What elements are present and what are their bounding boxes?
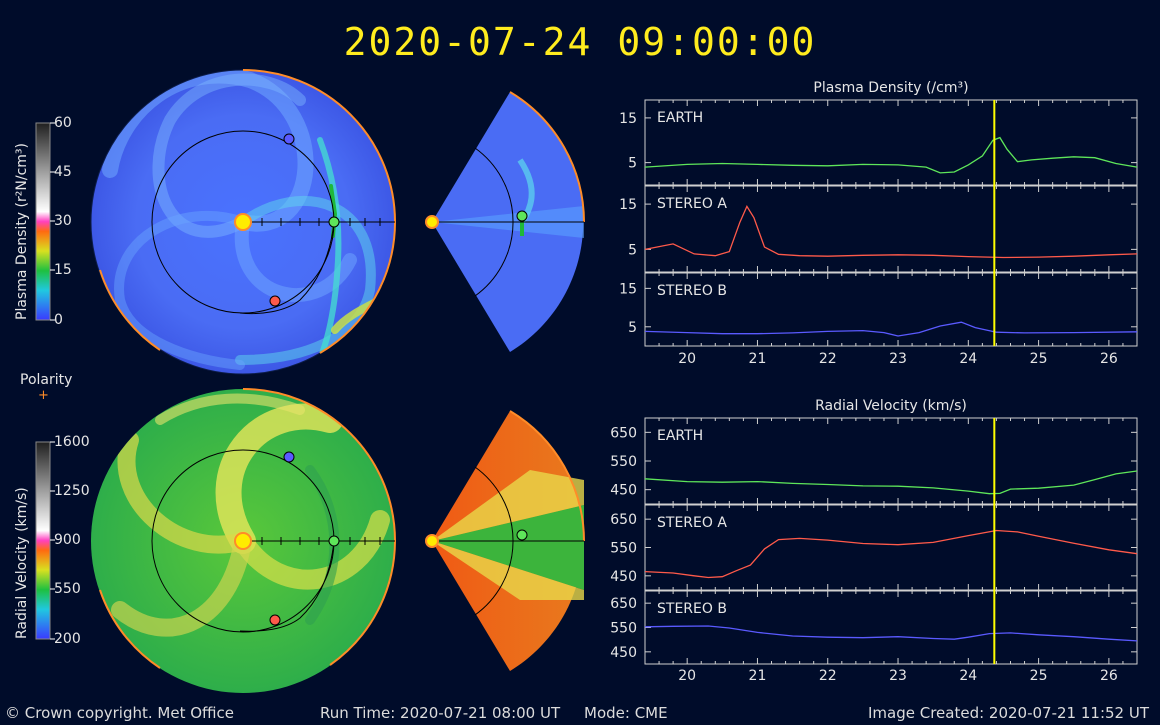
y-tick-label: 450 (610, 483, 637, 499)
x-tick-label: 24 (959, 351, 977, 367)
x-tick-label: 24 (959, 668, 977, 684)
polarity-symbol: + (38, 388, 49, 403)
series-name-label: EARTH (657, 110, 703, 126)
x-tick-label: 23 (889, 351, 907, 367)
density-tick: 15 (54, 262, 72, 278)
x-tick-label: 22 (819, 351, 837, 367)
image-created-text: Image Created: 2020-07-21 11:52 UT (868, 704, 1150, 722)
mode-text: Mode: CME (584, 704, 668, 722)
x-tick-label: 25 (1030, 668, 1048, 684)
y-tick-label: 5 (628, 242, 637, 258)
panel-frame (644, 99, 1138, 186)
series-line (644, 136, 1138, 174)
y-tick-label: 550 (610, 541, 637, 557)
x-tick-label: 22 (819, 668, 837, 684)
x-tick-label: 20 (678, 668, 696, 684)
x-tick-label: 26 (1100, 351, 1118, 367)
panel-frame (644, 185, 1138, 273)
series-line (644, 470, 1138, 495)
density-chart-title: Plasma Density (/cm³) (813, 80, 969, 96)
copyright-text: © Crown copyright. Met Office (5, 704, 235, 722)
y-tick-label: 450 (610, 645, 637, 661)
y-tick-label: 650 (610, 425, 637, 441)
series-name-label: STEREO A (657, 196, 727, 212)
series-line (644, 321, 1138, 337)
stereo-b-marker (283, 133, 295, 145)
velocity-wedge (425, 410, 585, 671)
density-tick: 0 (54, 312, 63, 328)
earth-marker (328, 216, 340, 228)
velocity-disk (91, 388, 396, 693)
panel-frame (644, 272, 1138, 347)
x-tick-label: 20 (678, 351, 696, 367)
y-tick-label: 5 (628, 320, 637, 336)
velocity-tick: 1600 (54, 434, 90, 450)
x-tick-label: 26 (1100, 668, 1118, 684)
y-tick-label: 15 (619, 111, 637, 127)
series-name-label: EARTH (657, 428, 703, 444)
run-time-text: Run Time: 2020-07-21 08:00 UT (320, 704, 561, 722)
velocity-tick: 550 (54, 581, 81, 597)
series-name-label: STEREO B (657, 283, 727, 299)
series-line (644, 205, 1138, 259)
velocity-tick: 200 (54, 631, 81, 647)
heliosphere-maps (35, 69, 585, 693)
velocity-chart-title: Radial Velocity (km/s) (815, 398, 967, 414)
y-tick-label: 550 (610, 454, 637, 470)
panel-frame (644, 417, 1138, 505)
x-tick-label: 25 (1030, 351, 1048, 367)
series-name-label: STEREO B (657, 601, 727, 617)
y-tick-label: 15 (619, 281, 637, 297)
velocity-tick: 900 (54, 532, 81, 548)
y-tick-label: 450 (610, 569, 637, 585)
density-tick: 60 (54, 115, 72, 131)
stereo-a-marker (269, 295, 281, 307)
simulation-timestamp: 2020-07-24 09:00:00 (343, 20, 817, 64)
y-tick-label: 650 (610, 512, 637, 528)
sun-marker (234, 213, 252, 231)
y-tick-label: 15 (619, 197, 637, 213)
polarity-label: Polarity (20, 372, 73, 388)
density-wedge (425, 91, 585, 352)
y-tick-label: 550 (610, 621, 637, 637)
y-tick-label: 650 (610, 596, 637, 612)
series-line (644, 625, 1138, 642)
x-tick-label: 23 (889, 668, 907, 684)
timeseries-charts: 15 5 EARTH 15 5 STEREO A 15 5 STEREO B 20 21 22 23 24… (610, 99, 1138, 684)
series-name-label: STEREO A (657, 515, 727, 531)
y-tick-label: 5 (628, 156, 637, 172)
density-tick: 30 (54, 213, 72, 229)
series-line (644, 529, 1138, 579)
density-tick: 45 (54, 164, 72, 180)
velocity-tick: 1250 (54, 483, 90, 499)
x-tick-label: 21 (749, 668, 767, 684)
x-tick-label: 21 (749, 351, 767, 367)
